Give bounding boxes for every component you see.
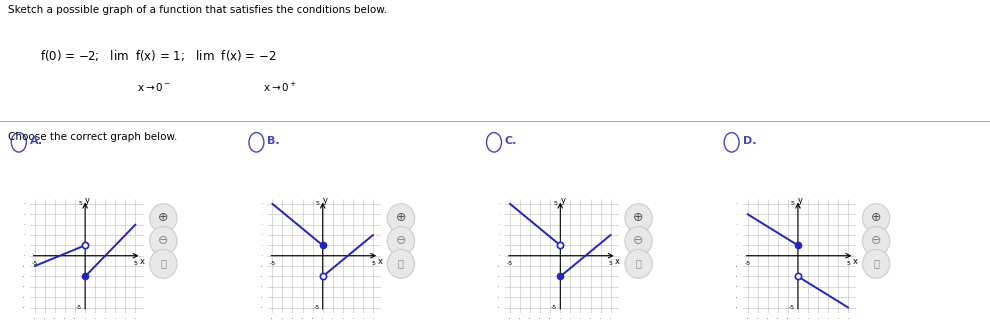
Circle shape: [862, 249, 890, 278]
Text: -5: -5: [76, 305, 82, 310]
Text: -5: -5: [507, 261, 513, 266]
Text: D.: D.: [742, 136, 756, 146]
Text: ⧉: ⧉: [873, 258, 879, 268]
Text: Sketch a possible graph of a function that satisfies the conditions below.: Sketch a possible graph of a function th…: [8, 5, 387, 15]
Text: f(0) = $-$2;   lim  f(x) = 1;   lim  f(x) = $-$2: f(0) = $-$2; lim f(x) = 1; lim f(x) = $-…: [40, 48, 276, 63]
Text: ⊕: ⊕: [396, 211, 406, 224]
Text: ⊖: ⊖: [871, 234, 881, 247]
Text: Choose the correct graph below.: Choose the correct graph below.: [8, 132, 177, 142]
Text: ⧉: ⧉: [160, 258, 166, 268]
Text: A.: A.: [30, 136, 43, 146]
Text: ⧉: ⧉: [636, 258, 642, 268]
Text: ⊖: ⊖: [158, 234, 168, 247]
Text: ⊖: ⊖: [396, 234, 406, 247]
Text: x$\rightarrow$0$^+$: x$\rightarrow$0$^+$: [263, 81, 298, 94]
Text: 5: 5: [609, 261, 613, 266]
Text: -5: -5: [314, 305, 320, 310]
Text: B.: B.: [267, 136, 280, 146]
Text: ⊖: ⊖: [634, 234, 644, 247]
Text: -5: -5: [789, 305, 795, 310]
Text: x: x: [615, 257, 621, 266]
Text: y: y: [560, 196, 565, 205]
Text: -5: -5: [32, 261, 38, 266]
Text: ⊕: ⊕: [634, 211, 644, 224]
Text: 5: 5: [316, 201, 320, 206]
Text: x: x: [852, 257, 858, 266]
Circle shape: [387, 249, 415, 278]
Text: y: y: [85, 196, 90, 205]
Text: y: y: [798, 196, 803, 205]
Text: ⧉: ⧉: [398, 258, 404, 268]
Text: x$\rightarrow$0$^-$: x$\rightarrow$0$^-$: [137, 81, 171, 93]
Circle shape: [387, 204, 415, 233]
Text: 5: 5: [78, 201, 82, 206]
Text: -5: -5: [269, 261, 275, 266]
Circle shape: [387, 226, 415, 256]
Circle shape: [149, 249, 177, 278]
Circle shape: [149, 204, 177, 233]
Circle shape: [862, 226, 890, 256]
Text: x: x: [377, 257, 383, 266]
Text: -5: -5: [551, 305, 557, 310]
Circle shape: [625, 249, 652, 278]
Text: C.: C.: [505, 136, 518, 146]
Text: 5: 5: [371, 261, 375, 266]
Circle shape: [625, 226, 652, 256]
Circle shape: [862, 204, 890, 233]
Circle shape: [625, 204, 652, 233]
Text: 5: 5: [134, 261, 138, 266]
Text: ⊕: ⊕: [158, 211, 168, 224]
Text: x: x: [140, 257, 146, 266]
Text: 5: 5: [846, 261, 850, 266]
Text: 5: 5: [553, 201, 557, 206]
Circle shape: [149, 226, 177, 256]
Text: 5: 5: [791, 201, 795, 206]
Text: -5: -5: [744, 261, 750, 266]
Text: y: y: [323, 196, 328, 205]
Text: ⊕: ⊕: [871, 211, 881, 224]
